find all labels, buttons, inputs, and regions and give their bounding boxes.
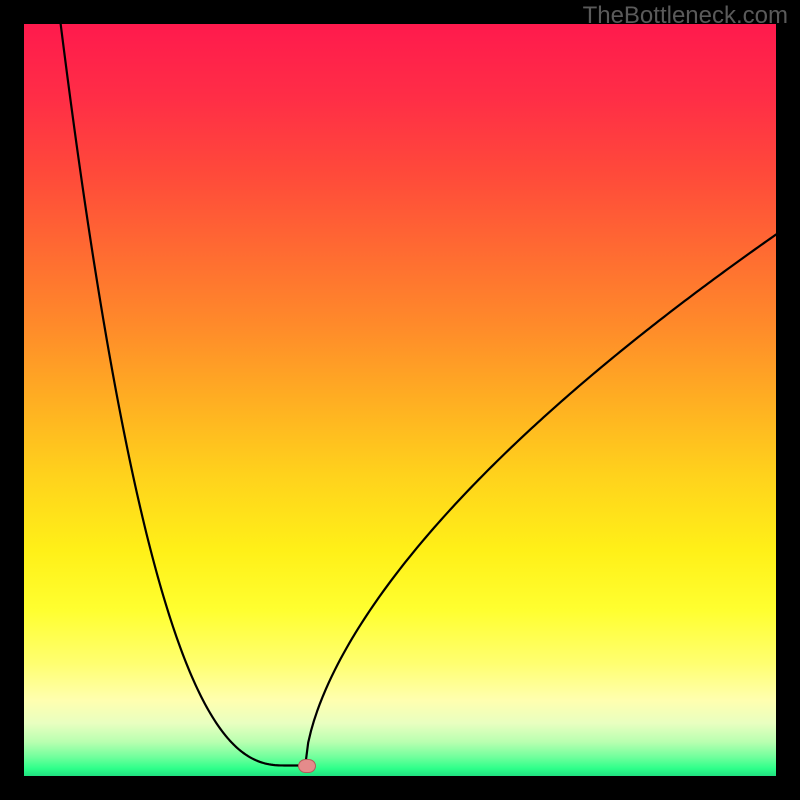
bottleneck-curve: [24, 24, 776, 776]
chart-stage: TheBottleneck.com: [0, 0, 800, 800]
watermark-text: TheBottleneck.com: [583, 2, 788, 30]
plot-area: [24, 24, 776, 776]
optimum-marker: [298, 759, 316, 773]
